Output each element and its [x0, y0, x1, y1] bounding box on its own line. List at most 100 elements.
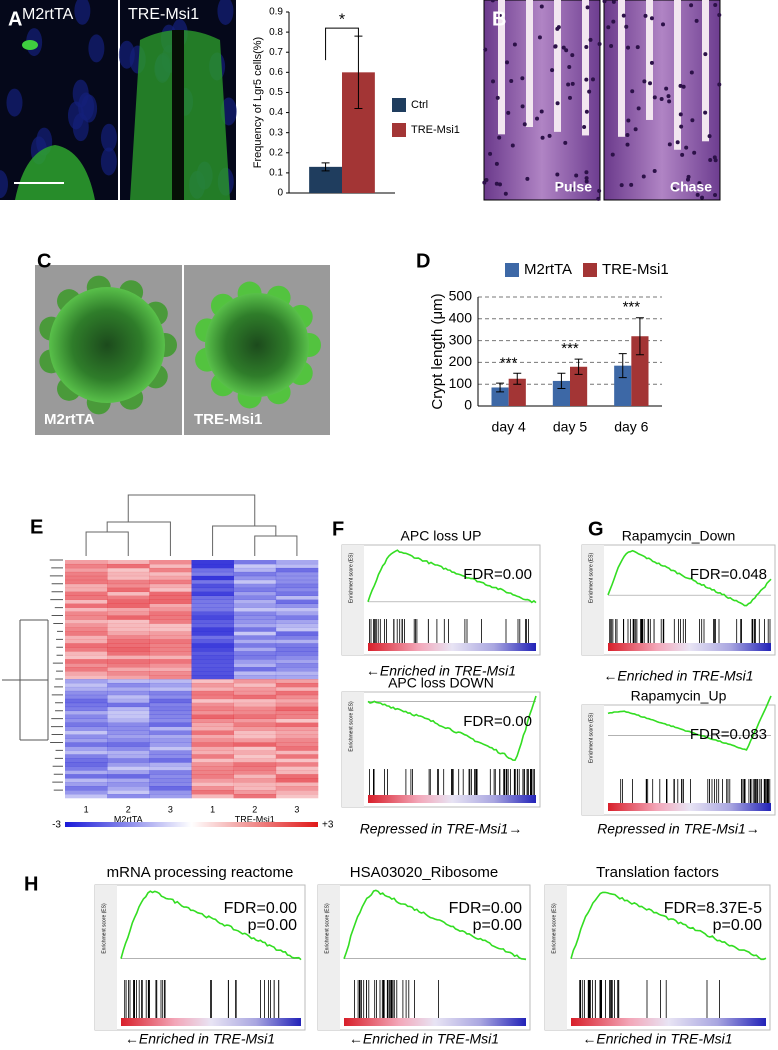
gsea-hits	[354, 980, 439, 1018]
nucleus	[555, 172, 560, 177]
heatmap-cell	[191, 774, 234, 779]
heatmap-cell	[233, 563, 277, 569]
nucleus	[675, 140, 680, 145]
nucleus	[689, 70, 694, 75]
heatmap-cell	[107, 659, 150, 664]
heatmap-cell	[65, 663, 108, 668]
nucleus	[609, 44, 614, 49]
heatmap-cell	[65, 758, 108, 763]
heatmap-cell	[107, 671, 150, 676]
heatmap-cell	[149, 746, 192, 751]
heatmap-cell	[275, 706, 319, 712]
heatmap-cell	[65, 595, 108, 600]
y-tick-label: 0.2	[269, 147, 283, 158]
heatmap-cell	[107, 655, 150, 660]
nucleus	[703, 52, 708, 57]
heatmap-cell	[233, 583, 277, 589]
heatmap-cell	[275, 659, 319, 664]
gsea-caption: ←Enriched in TRE-Msi1	[366, 663, 516, 679]
gsea-stat: FDR=0.048	[690, 566, 767, 583]
heatmap-cell	[149, 575, 192, 581]
heatmap-cell	[107, 627, 150, 632]
error-bar	[635, 317, 644, 356]
color-bar-label: +3	[322, 820, 334, 831]
heatmap-cell	[149, 635, 192, 640]
nucleus	[505, 60, 510, 65]
heatmap-cell	[191, 587, 234, 593]
heatmap-cell	[107, 774, 150, 779]
nucleus	[584, 176, 589, 181]
heatmap-cell	[149, 627, 192, 632]
heatmap-cell	[149, 690, 192, 696]
gsea-axis-label: Enrichment score (ES)	[551, 903, 557, 954]
heatmap-cell	[233, 591, 277, 596]
heatmap-cell	[149, 607, 192, 612]
nucleus	[703, 110, 708, 115]
heatmap-cell	[107, 778, 150, 783]
heatmap-cell	[149, 679, 192, 684]
heatmap-cell	[191, 583, 234, 589]
crypt	[15, 145, 95, 200]
heatmap-cell	[191, 706, 234, 712]
gsea-caption: ←Enriched in TRE-Msi1	[125, 1031, 275, 1047]
heatmap-cell	[275, 631, 319, 636]
nucleus	[539, 4, 544, 9]
gsea-stat: p=0.00	[473, 917, 522, 934]
heatmap-cell	[275, 758, 319, 763]
heatmap-cell	[65, 639, 108, 644]
nuclei	[118, 40, 135, 69]
bar	[552, 380, 570, 406]
nucleus	[707, 134, 712, 139]
heatmap-cell	[65, 603, 108, 608]
panel-label: B	[492, 8, 506, 30]
heatmap-cell	[107, 587, 150, 593]
nucleus	[648, 81, 653, 86]
nucleus	[713, 3, 718, 8]
nucleus	[587, 89, 592, 94]
nucleus	[497, 182, 502, 187]
nucleus	[567, 65, 572, 70]
heatmap-cell	[107, 583, 150, 589]
heatmap-cell	[275, 663, 319, 668]
heatmap-cell	[275, 599, 319, 604]
heatmap-cell	[275, 714, 319, 719]
heatmap-cell	[149, 567, 192, 573]
heatmap-cell	[107, 758, 150, 763]
heatmap-cell	[191, 667, 234, 672]
heatmap-cell	[107, 750, 150, 755]
error-bar	[513, 372, 522, 385]
heatmap-cell	[65, 766, 108, 771]
gsea-caption: ←Enriched in TRE-Msi1	[603, 668, 753, 684]
gsea-stat: p=0.00	[248, 917, 297, 934]
heatmap-cell	[275, 722, 319, 727]
nucleus	[584, 170, 589, 175]
gsea-curve	[367, 549, 537, 604]
heatmap-cell	[275, 702, 319, 708]
heatmap-cell	[191, 754, 234, 759]
y-tick-label: 400	[449, 310, 473, 326]
heatmap-cell	[233, 778, 277, 783]
heatmap-cell	[65, 782, 108, 787]
gsea-hits	[124, 980, 280, 1018]
gsea-curve	[607, 549, 772, 607]
heatmap-cell	[275, 575, 319, 581]
column-dendrogram	[85, 494, 298, 556]
nucleus	[642, 79, 647, 84]
panel-label: E	[30, 516, 43, 538]
y-tick-label: 0.5	[269, 87, 283, 98]
heatmap-cell	[149, 663, 192, 668]
nucleus	[626, 118, 631, 123]
crypt-cell	[22, 40, 38, 50]
heatmap-cell	[233, 679, 277, 684]
heatmap-cell	[191, 599, 234, 604]
heatmap-cell	[65, 706, 108, 712]
heatmap-cell	[275, 595, 319, 600]
heatmap-cell	[65, 742, 108, 747]
nucleus	[717, 13, 722, 18]
heatmap-cell	[65, 583, 108, 589]
nuclei	[100, 147, 117, 176]
heatmap-cell	[149, 639, 192, 644]
nucleus	[582, 125, 587, 130]
heatmap-cell	[233, 567, 277, 573]
heatmap-cell	[149, 686, 192, 692]
